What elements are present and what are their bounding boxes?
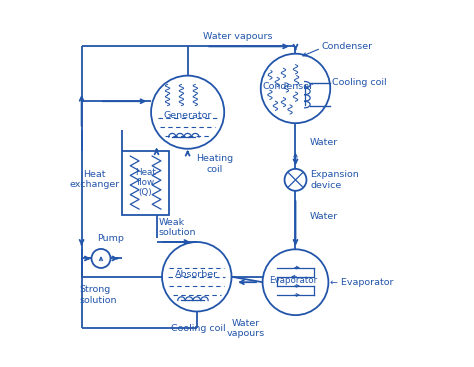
Text: Cooling coil: Cooling coil	[171, 324, 226, 333]
Circle shape	[162, 242, 231, 312]
Circle shape	[91, 249, 110, 268]
Text: ← Evaporator: ← Evaporator	[330, 278, 394, 287]
Circle shape	[261, 54, 330, 123]
Text: Water vapours: Water vapours	[203, 32, 273, 41]
Text: Generator: Generator	[164, 110, 212, 120]
Text: Condenser: Condenser	[263, 82, 314, 91]
Text: Strong
solution: Strong solution	[80, 285, 117, 305]
Circle shape	[151, 76, 224, 149]
Text: Water: Water	[310, 212, 338, 221]
Text: Heating
coil: Heating coil	[197, 154, 234, 174]
Circle shape	[284, 169, 307, 191]
Text: Evaporator: Evaporator	[270, 276, 318, 285]
Text: Condenser: Condenser	[321, 42, 372, 51]
Text: Water
vapours: Water vapours	[227, 319, 265, 338]
Text: Heat
exchanger: Heat exchanger	[69, 170, 119, 189]
Text: Weak
solution: Weak solution	[158, 218, 196, 237]
Circle shape	[263, 249, 328, 315]
Text: Cooling coil: Cooling coil	[332, 79, 387, 87]
Text: Water: Water	[310, 138, 338, 147]
Text: Pump: Pump	[97, 235, 124, 243]
Bar	[122, 150, 169, 215]
Text: Heat
flow
(Q): Heat flow (Q)	[135, 168, 156, 197]
Text: Absorber: Absorber	[175, 270, 219, 279]
Text: Expansion
device: Expansion device	[310, 170, 359, 189]
